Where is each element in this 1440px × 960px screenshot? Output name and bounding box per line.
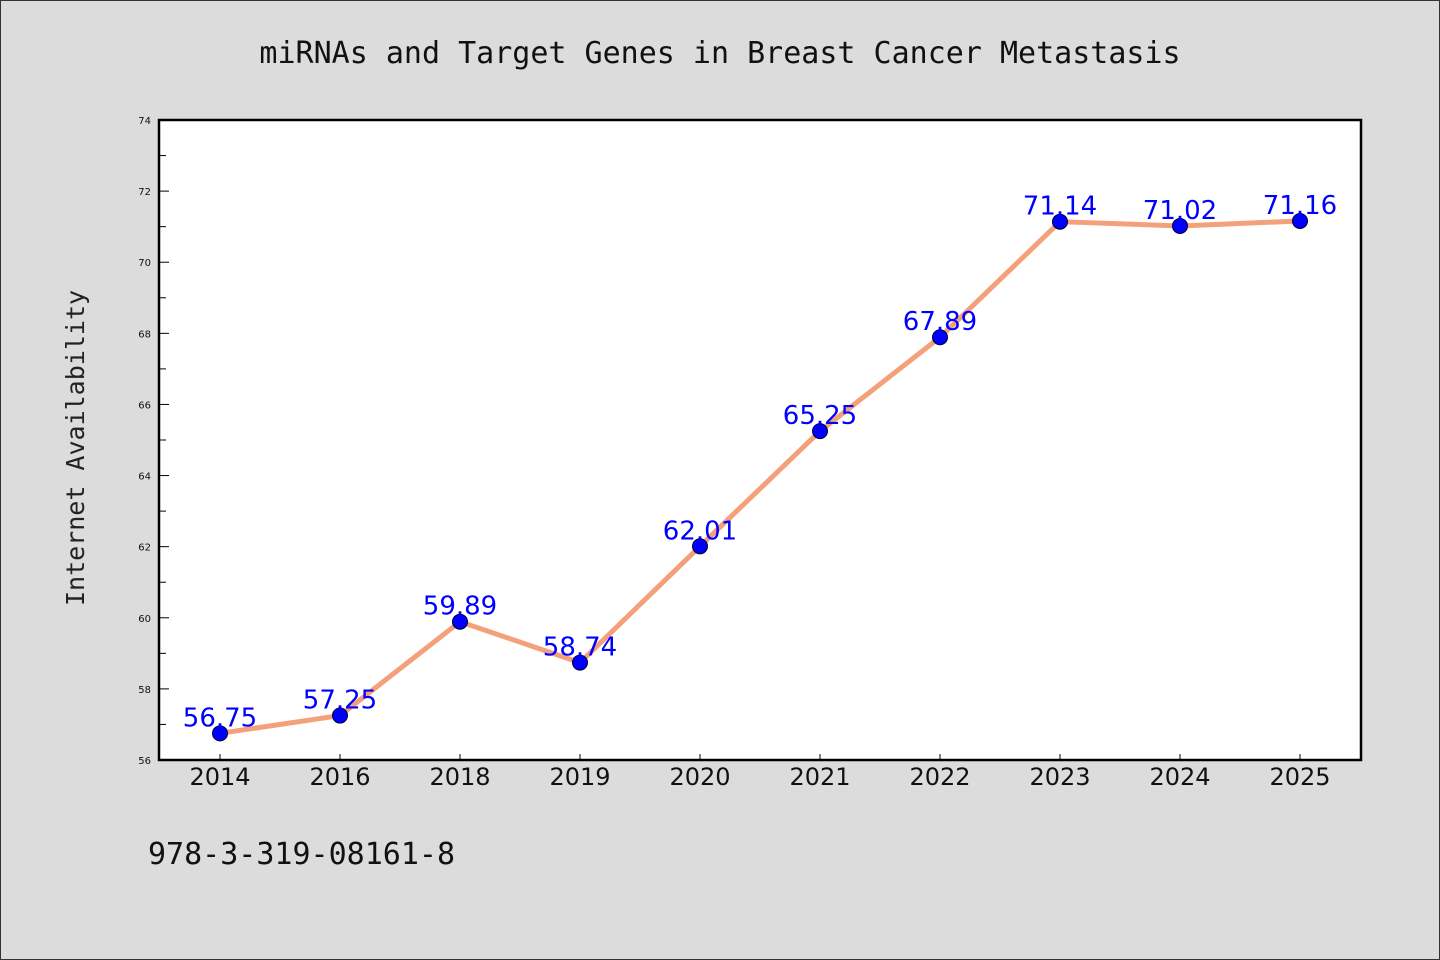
chart-title: miRNAs and Target Genes in Breast Cancer… [259,36,1180,71]
plot-border [157,118,1363,762]
y-tick-label: 68 [138,329,151,340]
x-tick-label: 2021 [789,763,850,791]
data-label: 59.89 [423,592,497,622]
data-label: 71.02 [1143,196,1217,226]
data-point [1292,212,1308,229]
data-label: 71.14 [1023,192,1097,222]
x-tick-label: 2025 [1269,763,1330,791]
y-tick-label: 70 [138,258,151,269]
data-point [572,654,588,671]
x-tick-label: 2022 [909,763,970,791]
y-tick-label: 72 [138,187,151,198]
data-point [212,725,228,742]
series-line [217,218,1303,736]
y-tick-label: 56 [138,756,151,767]
x-tick-label: 2023 [1029,763,1090,791]
y-tick-label: 60 [138,614,151,625]
data-point [932,329,948,346]
data-label: 65.25 [783,401,857,431]
data-label: 62.01 [663,516,737,546]
data-point [332,707,348,724]
x-tick-label: 2024 [1149,763,1210,791]
y-tick-label: 62 [138,543,151,554]
x-tick-label: 2016 [309,763,370,791]
data-label: 56.75 [183,703,257,733]
series-layer: 56.75 57.25 59.89 58.74 62.01 65.25 67.89 71.14… [183,191,1337,742]
data-label: 58.74 [543,633,617,663]
data-point [812,423,828,440]
x-tick-label: 2014 [189,763,250,791]
x-tick-label: 2019 [549,763,610,791]
data-label: 67.89 [903,307,977,337]
y-tick-label: 74 [138,116,151,127]
x-axis-ticks: 2014 2016 2018 2019 2020 2021 2022 2023 2024 2025 [189,754,1331,791]
y-axis-label: Internet Availability [61,290,90,606]
data-point [1172,217,1188,234]
x-tick-label: 2020 [669,763,730,791]
x-tick-label: 2018 [429,763,490,791]
data-point [1052,213,1068,230]
data-point [692,538,708,555]
isbn-footer: 978-3-319-08161-8 [148,837,455,872]
data-point [452,613,468,630]
y-tick-label: 66 [138,400,151,411]
y-tick-label: 58 [138,685,151,696]
data-label: 71.16 [1263,191,1337,221]
data-label: 57.25 [303,686,377,716]
y-tick-label: 64 [138,472,151,483]
